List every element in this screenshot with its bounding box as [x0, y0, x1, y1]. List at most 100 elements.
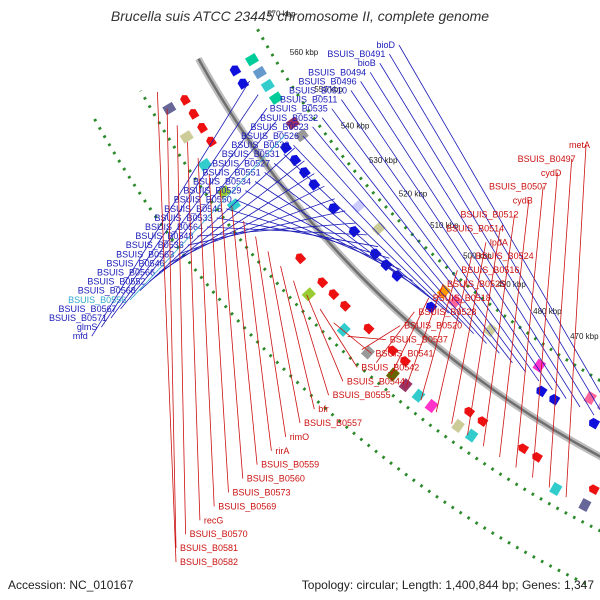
gene-label: BSUIS_B0581 [180, 543, 238, 553]
reverse-gene-arrow [188, 109, 200, 120]
gene-leader-line [312, 126, 500, 354]
gene-leader-line [235, 199, 402, 270]
gene-leader-line [219, 190, 244, 479]
cog-block-reverse [179, 130, 194, 144]
gene-leader-line [120, 121, 277, 310]
gene-label: metA [569, 140, 590, 150]
gene-leader-line [341, 99, 540, 382]
gene-label: BSUIS_B0494 [308, 67, 366, 77]
gene-label: BSUIS_B0567 [59, 304, 117, 314]
gene-leader-line [420, 269, 458, 401]
gene-leader-line [499, 200, 530, 458]
gene-leader-line [405, 283, 444, 389]
gene-leader-line [361, 325, 401, 350]
gene-leader-line [280, 266, 315, 410]
gene-label: BSUIS_B0523 [251, 122, 309, 132]
cog-block-reverse [549, 481, 563, 497]
cog-block-forward [244, 53, 260, 67]
gene-label: BSUIS_B0496 [299, 76, 357, 86]
map-title: Brucella suis ATCC 23445 chromosome II, … [110, 8, 490, 24]
gene-leader-line [331, 108, 527, 373]
gene-leader-line [149, 160, 305, 282]
gene-leader-line [267, 251, 301, 424]
gene-leader-line [158, 173, 315, 273]
forward-gene-arrow [308, 179, 321, 191]
gene-leader-line [255, 236, 287, 437]
gene-label: BSUIS_B0532 [260, 113, 318, 123]
gene-leader-line [129, 134, 286, 301]
gene-label: BSUIS_B0537 [390, 335, 448, 345]
forward-gene-arrow [229, 65, 242, 77]
gene-leader-line [435, 256, 472, 413]
cog-block-reverse [398, 378, 413, 393]
gene-label: BSUIS_B0542 [361, 362, 419, 372]
reverse-gene-arrow [328, 289, 340, 301]
gene-label: BSUIS_B0529 [183, 186, 241, 196]
forward-gene-arrow [280, 142, 293, 154]
reverse-gene-arrow [477, 416, 489, 428]
gene-leader-line [176, 125, 186, 535]
kbp-tick-label: 500 kbp [463, 252, 492, 261]
gene-label: BSUIS_B0566 [97, 268, 155, 278]
gene-label: BSUIS_B0556 [68, 295, 126, 305]
reverse-gene-arrow [464, 406, 476, 418]
reverse-gene-arrow [363, 323, 375, 335]
kbp-tick-label: 570 kbp [267, 9, 296, 18]
cog-block-forward [285, 116, 300, 131]
gene-leader-line [321, 117, 513, 364]
gene-label: BSUIS_B0582 [180, 557, 238, 567]
gene-label: BSUIS_B0559 [261, 460, 319, 470]
kbp-tick-label: 550 kbp [314, 85, 343, 94]
forward-gene-labels: bioDBSUIS_B0491bioBBSUIS_B0494BSUIS_B049… [49, 40, 600, 416]
gene-leader-line [101, 94, 259, 328]
forward-gene-arrow [536, 385, 548, 398]
gene-leader-line [532, 172, 558, 478]
gene-label: BSUIS_B0516 [461, 265, 519, 275]
gene-leader-line [451, 242, 487, 424]
reverse-gene-arrow [317, 277, 329, 289]
forward-gene-arrow [391, 270, 404, 282]
gene-leader-line [110, 107, 268, 319]
gene-leader-line [245, 190, 413, 282]
reverse-gene-arrow [518, 443, 530, 455]
kbp-tick-label: 520 kbp [399, 189, 428, 198]
gene-label: BSUIS_B0568 [78, 286, 136, 296]
gene-label: BSUIS_B0524 [476, 251, 534, 261]
tick-ring-0 [254, 25, 600, 383]
gene-label: lpdA [490, 237, 508, 247]
reverse-gene-arrow [295, 253, 307, 265]
gene-leader-line [187, 141, 201, 521]
gene-label: BSUIS_B0512 [460, 210, 518, 220]
cog-block-reverse [336, 322, 351, 337]
gene-leader-line [360, 81, 567, 399]
gene-label: BSUIS_B0546 [107, 258, 165, 268]
genome-stats-label: Topology: circular; Length: 1,400,844 bp… [301, 578, 594, 592]
gene-label: BSUIS_B0497 [518, 154, 576, 164]
gene-leader-line [467, 228, 501, 436]
gene-label: BSUIS_B0573 [233, 488, 291, 498]
gene-leader-line [302, 135, 487, 344]
gene-leader-line [226, 208, 390, 259]
gene-leader-line [347, 335, 386, 340]
gene-leader-line [333, 322, 372, 354]
reverse-gene-arrow [532, 451, 543, 463]
gene-label: BSUIS_B0526 [241, 131, 299, 141]
gene-leader-line [390, 297, 430, 376]
cog-block-forward [448, 294, 463, 309]
cog-block-forward [371, 221, 386, 236]
forward-gene-arrow [425, 301, 438, 314]
forward-gene-arrow [237, 78, 250, 90]
gene-leader-line [178, 198, 335, 255]
gene-label: bioB [358, 58, 376, 68]
cog-block-reverse [385, 367, 400, 382]
gene-label: BSUIS_B0557 [304, 418, 362, 428]
gene-label: BSUIS_B0535 [270, 104, 328, 114]
gene-leader-line [369, 72, 581, 408]
gene-leader-line [375, 311, 415, 363]
gene-label: BSUIS_B0536 [126, 240, 184, 250]
gene-label: BSUIS_B0514 [446, 223, 504, 233]
gene-label: BSUIS_B0507 [489, 182, 547, 192]
gene-leader-line [565, 144, 587, 498]
